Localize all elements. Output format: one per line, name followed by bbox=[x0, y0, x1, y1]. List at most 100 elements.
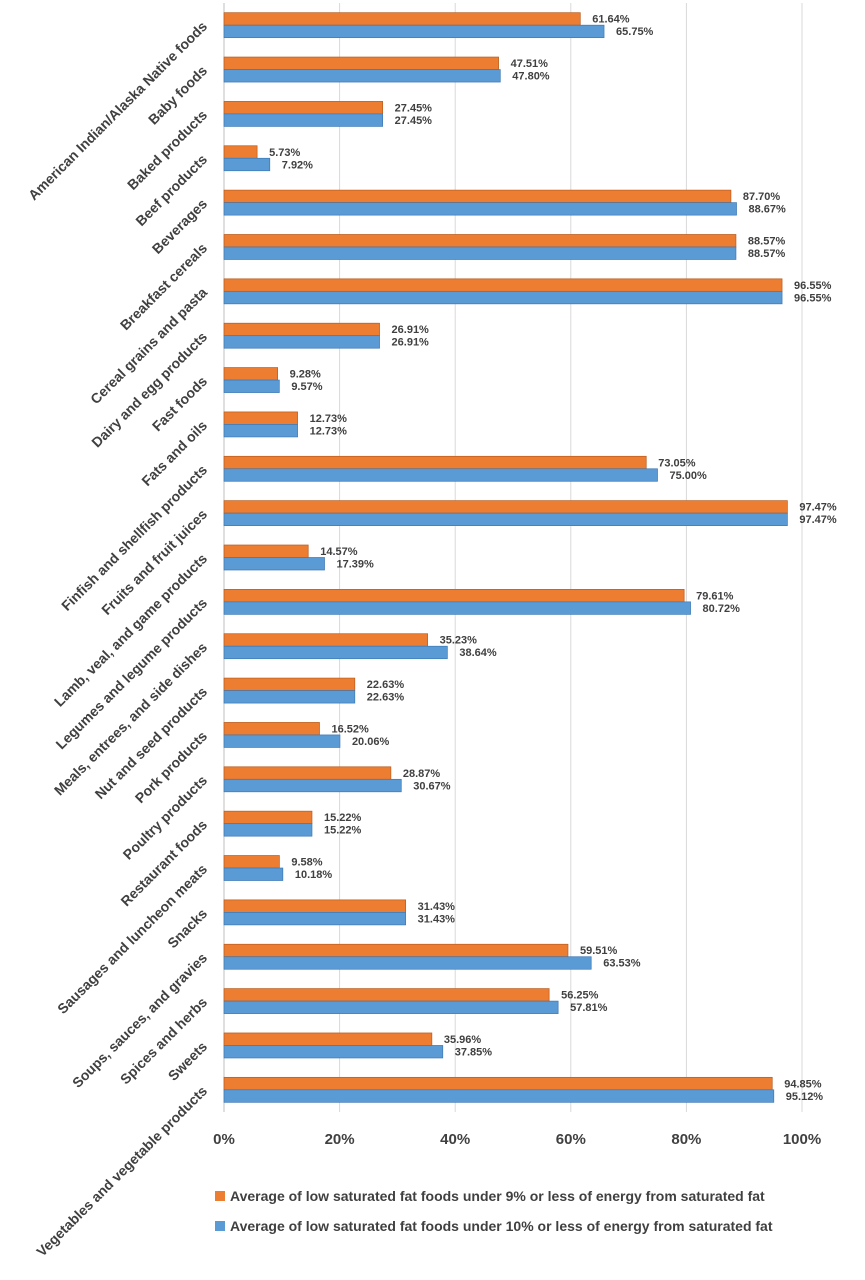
bar-series-10pct bbox=[223, 24, 605, 39]
bar-series-10pct bbox=[223, 734, 341, 748]
data-label: 47.80% bbox=[512, 71, 550, 83]
bar-series-9pct bbox=[223, 1076, 773, 1091]
data-label: 97.47% bbox=[799, 502, 837, 514]
bars bbox=[223, 12, 788, 1103]
bar-series-10pct bbox=[223, 867, 284, 881]
bar-series-9pct bbox=[223, 855, 280, 869]
category-label: Baked products bbox=[124, 107, 210, 193]
data-label: 79.61% bbox=[696, 590, 734, 602]
bar-series-10pct bbox=[223, 645, 448, 660]
bar-series-10pct bbox=[223, 912, 407, 926]
category-label: Sweets bbox=[165, 1038, 211, 1084]
bar-series-9pct bbox=[223, 411, 298, 425]
bar-series-10pct bbox=[223, 512, 788, 526]
data-label: 9.28% bbox=[290, 369, 321, 381]
x-tick-label: 80% bbox=[671, 1131, 701, 1148]
data-label: 96.55% bbox=[794, 280, 832, 292]
data-label: 47.51% bbox=[511, 58, 549, 70]
data-label: 16.52% bbox=[331, 723, 369, 735]
legend-label: Average of low saturated fat foods under… bbox=[230, 1218, 773, 1234]
x-tick-label: 60% bbox=[556, 1131, 586, 1148]
data-label: 59.51% bbox=[580, 945, 618, 957]
bar-series-10pct bbox=[223, 468, 658, 482]
data-label: 61.64% bbox=[592, 14, 630, 26]
bar-series-10pct bbox=[223, 1045, 444, 1059]
bar-series-9pct bbox=[223, 677, 356, 691]
data-label: 94.85% bbox=[784, 1078, 822, 1090]
x-tick-label: 0% bbox=[213, 1131, 235, 1148]
data-label: 27.45% bbox=[395, 115, 433, 127]
x-tick-label: 20% bbox=[325, 1131, 355, 1148]
bar-series-9pct bbox=[223, 234, 737, 248]
bar-series-10pct bbox=[223, 246, 737, 260]
bar-series-10pct bbox=[223, 69, 501, 83]
data-label: 15.22% bbox=[324, 812, 362, 824]
data-label: 63.53% bbox=[603, 958, 641, 970]
data-label: 15.22% bbox=[324, 825, 362, 837]
data-label: 75.00% bbox=[670, 470, 708, 482]
bar-series-9pct bbox=[223, 589, 685, 603]
legend: Average of low saturated fat foods under… bbox=[215, 1188, 773, 1234]
bar-series-10pct bbox=[223, 424, 298, 438]
data-label: 31.43% bbox=[418, 913, 456, 925]
category-labels: American Indian/Alaska Native foodsBaby … bbox=[25, 18, 210, 1260]
data-label: 88.57% bbox=[748, 248, 786, 260]
bar-series-9pct bbox=[223, 101, 384, 115]
category-label: Snacks bbox=[164, 905, 210, 951]
bar-series-10pct bbox=[223, 690, 356, 704]
bar-series-10pct bbox=[223, 202, 737, 216]
data-label: 73.05% bbox=[658, 457, 696, 469]
data-label: 31.43% bbox=[418, 901, 456, 913]
bar-series-9pct bbox=[223, 56, 499, 70]
bar-series-10pct bbox=[223, 1000, 559, 1014]
data-label: 5.73% bbox=[269, 147, 300, 159]
legend-entry: Average of low saturated fat foods under… bbox=[215, 1188, 765, 1204]
data-label: 56.25% bbox=[561, 990, 599, 1002]
bar-series-9pct bbox=[223, 988, 550, 1002]
data-label: 27.45% bbox=[395, 102, 433, 114]
bar-series-9pct bbox=[223, 455, 647, 470]
bar-series-9pct bbox=[223, 766, 392, 780]
data-label: 9.57% bbox=[291, 381, 322, 393]
legend-swatch bbox=[215, 1221, 225, 1231]
bar-series-10pct bbox=[223, 823, 313, 837]
legend-swatch bbox=[215, 1191, 225, 1201]
data-label: 10.18% bbox=[295, 869, 333, 881]
data-label: 97.47% bbox=[799, 514, 837, 526]
bar-series-10pct bbox=[223, 113, 384, 127]
bar-series-10pct bbox=[223, 379, 280, 393]
bar-series-10pct bbox=[223, 1089, 775, 1103]
data-label: 38.64% bbox=[459, 647, 497, 659]
bar-series-9pct bbox=[223, 145, 258, 159]
data-label: 20.06% bbox=[352, 736, 390, 748]
data-label: 7.92% bbox=[282, 159, 313, 171]
data-label: 88.67% bbox=[749, 204, 787, 216]
legend-label: Average of low saturated fat foods under… bbox=[230, 1188, 765, 1204]
data-label: 17.39% bbox=[337, 559, 375, 571]
data-label: 96.55% bbox=[794, 292, 832, 304]
data-label: 35.96% bbox=[444, 1034, 482, 1046]
bar-series-10pct bbox=[223, 956, 592, 970]
data-labels: 61.64%65.75% 47.51%47.80% 27.45%27.45% 5.73… bbox=[269, 14, 837, 1103]
data-label: 9.58% bbox=[291, 857, 322, 869]
data-label: 37.85% bbox=[455, 1046, 493, 1058]
bar-series-9pct bbox=[223, 500, 788, 514]
bar-series-10pct bbox=[223, 557, 325, 571]
bar-series-9pct bbox=[223, 367, 278, 381]
bar-series-9pct bbox=[223, 12, 581, 26]
legend-entry: Average of low saturated fat foods under… bbox=[215, 1218, 773, 1234]
data-label: 30.67% bbox=[413, 780, 451, 792]
bar-series-10pct bbox=[223, 290, 783, 305]
data-label: 95.12% bbox=[786, 1091, 824, 1103]
data-label: 26.91% bbox=[392, 337, 430, 349]
bar-series-9pct bbox=[223, 544, 309, 558]
bar-series-9pct bbox=[223, 322, 380, 337]
category-label: Vegetables and vegetable products bbox=[33, 1082, 210, 1259]
x-axis-tick-labels: 0% 20% 40% 60% 80% 100% bbox=[213, 1131, 821, 1148]
bar-series-9pct bbox=[223, 722, 320, 736]
bar-series-10pct bbox=[223, 335, 380, 349]
x-tick-label: 40% bbox=[440, 1131, 470, 1148]
data-label: 26.91% bbox=[392, 324, 430, 336]
data-label: 22.63% bbox=[367, 692, 405, 704]
